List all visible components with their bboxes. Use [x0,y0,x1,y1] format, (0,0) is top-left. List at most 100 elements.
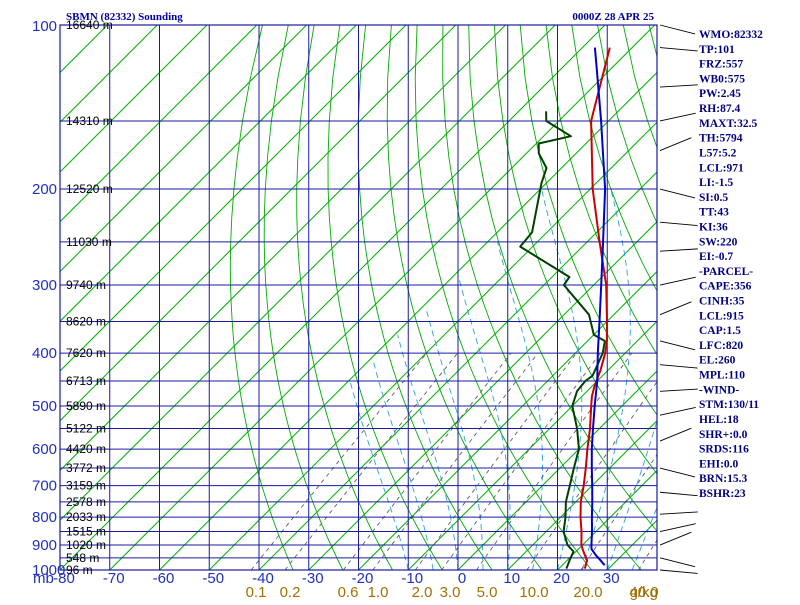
temperature-tick-label: 20 [553,570,570,587]
temperature-tick-label: -60 [153,570,175,587]
height-tick-label: 2578 m [66,495,106,509]
mixing-ratio-unit-label: g/kg [630,584,658,600]
chart-time: 0000Z 28 APR 25 [572,11,654,23]
height-tick-label: 3159 m [66,479,106,493]
wind-barb [660,222,698,225]
temperature-tick-label: -50 [202,570,224,587]
mixing-ratio-tick-label: 1.0 [368,584,389,600]
temperature-tick-label: -70 [103,570,125,587]
index-label: CAPE:356 [699,281,752,293]
index-label: SI:0.5 [699,192,728,204]
wind-barb [660,189,695,198]
index-label: TT:43 [699,207,729,219]
mixing-ratio-tick-label: 10.0 [519,584,548,600]
pressure-tick-label: 900 [32,537,57,554]
chart-title: SBMN (82332) Sounding [66,11,183,23]
dry-adiabat-line [778,25,800,570]
index-label: EI:-0.7 [699,251,733,263]
wind-barbs [660,25,698,573]
height-tick-label: 11030 m [66,235,112,249]
wind-barb [660,468,695,477]
mixing-ratio-tick-label: 5.0 [477,584,498,600]
wind-barb [660,570,698,573]
index-label: CINH:35 [699,296,745,308]
index-label: WB0:575 [699,73,745,85]
height-tick-label: 14310 m [66,114,113,128]
index-label: EL:260 [699,355,736,367]
wind-barb [660,113,696,121]
wind-barb [660,407,696,415]
index-label: WMO:82332 [699,29,763,41]
index-label: PW:2.45 [699,88,741,100]
height-tick-label: 4420 m [66,442,106,456]
index-label: STM:130/11 [699,399,759,411]
dry-adiabat-line [752,25,800,570]
wind-barb [660,428,691,441]
wind-barb [660,558,695,567]
wind-barb [660,492,698,495]
wind-barb [660,48,698,51]
index-label: -PARCEL- [699,266,753,278]
temperature-tick-label: 10 [503,570,520,587]
index-label: LFC:820 [699,340,743,352]
index-label: HEL:18 [699,414,739,426]
pressure-unit-label: mb [33,570,54,587]
index-label: LCL:971 [699,162,744,174]
index-label: LCL:915 [699,310,744,322]
index-label: SRDS:116 [699,444,749,456]
wind-barb [660,277,696,285]
wind-barb [660,249,698,251]
mixing-ratio-tick-label: 0.2 [280,584,301,600]
height-tick-label: 8620 m [66,315,106,329]
mixing-ratio-tick-label: 2.0 [412,584,433,600]
index-label: RH:87.4 [699,103,740,115]
temperature-tick-label: -30 [302,570,324,587]
index-label: TH:5794 [699,133,743,145]
wind-barb [660,341,695,350]
index-label: CAP:1.5 [699,325,741,337]
index-label: L57:5.2 [699,147,737,159]
index-label: TP:101 [699,44,735,56]
pressure-tick-label: 100 [32,18,57,35]
index-label: MPL:110 [699,370,745,382]
wind-barb [660,365,698,368]
temperature-tick-label: 30 [603,570,620,587]
pressure-tick-label: 300 [32,277,57,294]
height-tick-label: 5890 m [66,399,106,413]
wind-barb [660,302,691,315]
index-label: LI:-1.5 [699,177,733,189]
wind-barb [660,532,691,545]
index-label: SW:220 [699,236,738,248]
wind-barb [660,512,698,514]
mixing-ratio-tick-label: 0.1 [246,584,267,600]
pressure-tick-label: 500 [32,398,57,415]
wind-barb [660,25,695,34]
height-tick-label: 5122 m [66,421,106,435]
wind-barb [660,85,698,87]
index-label: BRN:15.3 [699,473,747,485]
pressure-tick-label: 200 [32,181,57,198]
height-tick-label: 12520 m [66,182,113,196]
pressure-tick-label: 600 [32,441,57,458]
stability-indices-panel: WMO:82332 TP:101 FRZ:557 WB0:575 PW:2.45 RH:8… [699,29,763,500]
index-label: SHR+:0.0 [699,429,748,441]
height-tick-label: 6713 m [66,374,106,388]
index-label: EHI:0.0 [699,458,739,470]
pressure-tick-label: 800 [32,509,57,526]
index-label: BSHR:23 [699,488,746,500]
wind-barb [660,138,691,151]
height-tick-label: 2033 m [66,510,106,524]
wind-barb [660,389,698,391]
pressure-tick-label: 700 [32,478,57,495]
index-label: -WIND- [699,384,739,396]
height-tick-label: 96 m [66,563,93,577]
mixing-ratio-tick-label: 20.0 [573,584,602,600]
height-tick-label: 1515 m [66,525,106,539]
pressure-tick-label: 400 [32,345,57,362]
index-label: FRZ:557 [699,59,743,71]
height-tick-label: 3772 m [66,461,106,475]
mixing-ratio-tick-label: 0.6 [338,584,359,600]
mixing-ratio-tick-label: 3.0 [440,584,461,600]
